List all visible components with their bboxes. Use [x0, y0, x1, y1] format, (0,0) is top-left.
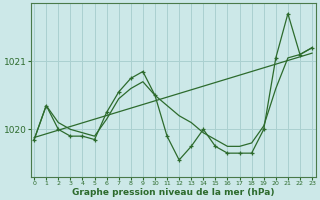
X-axis label: Graphe pression niveau de la mer (hPa): Graphe pression niveau de la mer (hPa)	[72, 188, 274, 197]
